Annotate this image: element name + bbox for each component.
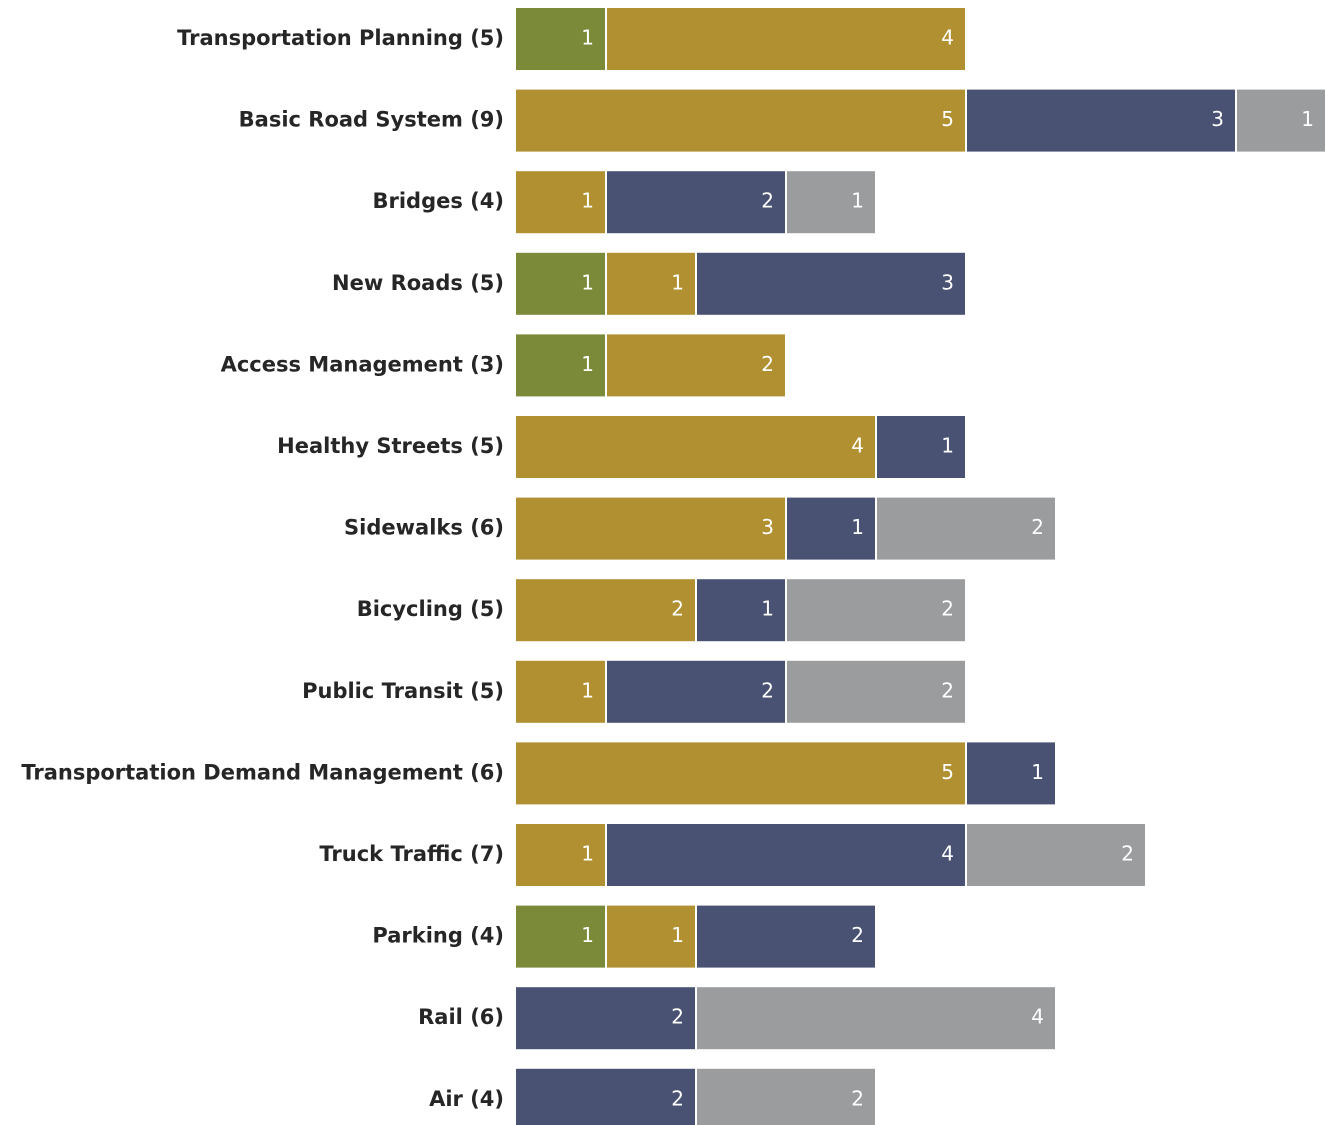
bar-segment: [607, 171, 785, 234]
bar-segment: [1237, 89, 1325, 152]
bar-value-label: 5: [941, 760, 954, 784]
bar-segment: [607, 660, 785, 723]
bar-segment: [877, 497, 1055, 560]
bar-value-label: 1: [581, 678, 594, 702]
bar-value-label: 5: [941, 107, 954, 131]
bar-segment: [516, 334, 605, 397]
bar-value-label: 2: [671, 597, 684, 621]
bar-value-label: 3: [761, 515, 774, 539]
bar-segment: [607, 824, 965, 886]
bar-value-label: 1: [761, 597, 774, 621]
bar-value-label: 3: [1211, 107, 1224, 131]
bar-value-label: 2: [671, 1086, 684, 1110]
bar-value-label: 2: [851, 923, 864, 947]
bar-segment: [516, 8, 605, 70]
category-label: Transportation Planning (5): [177, 26, 504, 50]
bar-segment: [967, 742, 1055, 805]
bar-segment: [516, 89, 965, 152]
bar-value-label: 1: [671, 270, 684, 294]
bar-segment: [967, 824, 1145, 886]
bar-segment: [516, 660, 605, 723]
bar-segment: [607, 905, 695, 968]
bar-segment: [697, 987, 1055, 1050]
bar-segment: [516, 171, 605, 234]
bar-value-label: 4: [941, 842, 954, 866]
bar-segment: [697, 905, 875, 968]
category-label: New Roads (5): [332, 271, 504, 295]
bar-segment: [787, 579, 965, 642]
category-label: Sidewalks (6): [344, 516, 504, 540]
category-label: Parking (4): [372, 924, 504, 948]
category-label: Access Management (3): [221, 352, 504, 376]
bar-segment: [787, 497, 875, 560]
bar-segment: [607, 8, 965, 70]
bar-segment: [516, 497, 785, 560]
bar-value-label: 1: [581, 270, 594, 294]
bar-value-label: 1: [851, 189, 864, 213]
bar-value-label: 4: [1031, 1005, 1044, 1029]
bar-value-label: 2: [851, 1086, 864, 1110]
bar-value-label: 4: [851, 434, 864, 458]
bar-value-label: 1: [581, 26, 594, 50]
bar-segment: [516, 416, 875, 478]
bar-segment: [697, 579, 785, 642]
bar-value-label: 4: [941, 26, 954, 50]
category-label: Truck Traffic (7): [319, 842, 504, 866]
bar-value-label: 2: [1031, 515, 1044, 539]
bar-value-label: 2: [761, 678, 774, 702]
bar-value-label: 2: [1121, 842, 1134, 866]
bar-value-label: 1: [1301, 107, 1314, 131]
bar-segment: [516, 1068, 695, 1125]
category-label: Air (4): [429, 1087, 504, 1111]
category-label: Transportation Demand Management (6): [21, 760, 504, 784]
category-label: Healthy Streets (5): [277, 434, 504, 458]
bar-segment: [607, 252, 695, 315]
bar-value-label: 3: [941, 270, 954, 294]
bars-group: 1 4 5 3 1 1 2 1 1 1 3 1 2 4 1 3 1 2 2 1 2 1 2 2 5 1 1 4 2 1 1 2 2 4 2 2: [516, 8, 1325, 1125]
category-labels-group: Transportation Planning (5) Basic Road Sy…: [21, 26, 504, 1111]
bar-segment: [967, 89, 1235, 152]
bar-segment: [787, 660, 965, 723]
bar-value-label: 1: [671, 923, 684, 947]
bar-value-label: 1: [581, 352, 594, 376]
bar-value-label: 1: [851, 515, 864, 539]
bar-value-label: 1: [581, 923, 594, 947]
bar-segment: [516, 824, 605, 886]
category-label: Basic Road System (9): [239, 108, 504, 132]
bar-value-label: 2: [761, 189, 774, 213]
bar-value-label: 1: [581, 189, 594, 213]
bar-segment: [697, 1068, 875, 1125]
bar-segment: [516, 987, 695, 1050]
bar-segment: [516, 252, 605, 315]
bar-segment: [697, 252, 965, 315]
bar-segment: [516, 742, 965, 805]
bar-segment: [516, 579, 695, 642]
bar-segment: [516, 905, 605, 968]
bar-value-label: 2: [671, 1005, 684, 1029]
bar-value-label: 2: [941, 678, 954, 702]
bar-value-label: 1: [581, 842, 594, 866]
category-label: Bicycling (5): [357, 597, 504, 621]
category-label: Public Transit (5): [302, 679, 504, 703]
bar-value-label: 2: [941, 597, 954, 621]
bar-value-label: 1: [1031, 760, 1044, 784]
bar-value-label: 2: [761, 352, 774, 376]
bar-segment: [787, 171, 875, 234]
bar-value-label: 1: [941, 434, 954, 458]
bar-segment: [607, 334, 785, 397]
category-label: Bridges (4): [373, 189, 505, 213]
category-label: Rail (6): [418, 1005, 504, 1029]
bar-segment: [877, 416, 965, 478]
